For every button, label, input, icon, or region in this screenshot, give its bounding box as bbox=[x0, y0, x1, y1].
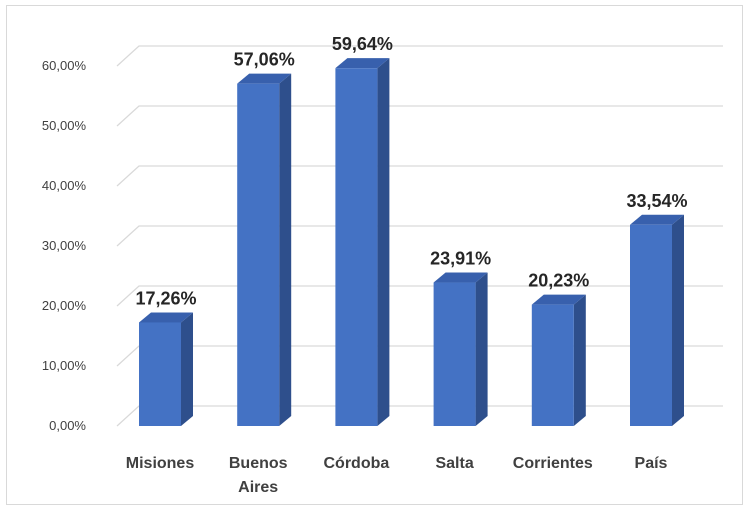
y-tick-label: 40,00% bbox=[42, 178, 87, 193]
bar-side bbox=[672, 214, 684, 426]
bar-side bbox=[181, 312, 193, 426]
bar-top bbox=[237, 73, 292, 84]
gridline bbox=[116, 225, 723, 247]
bars bbox=[139, 58, 684, 426]
data-label: 57,06% bbox=[234, 50, 295, 70]
bar-side bbox=[377, 58, 390, 426]
bar bbox=[433, 272, 488, 426]
y-tick-label: 50,00% bbox=[42, 118, 87, 133]
gridline bbox=[116, 45, 723, 67]
data-label: 33,54% bbox=[626, 191, 687, 211]
bar-top bbox=[531, 294, 586, 305]
bar-front bbox=[139, 322, 181, 426]
bar-side bbox=[573, 294, 586, 426]
y-tick-label: 60,00% bbox=[42, 58, 87, 73]
bar-front bbox=[630, 224, 672, 426]
bar-front bbox=[531, 304, 574, 426]
y-axis-tick-labels: 0,00% 10,00% 20,00% 30,00% 40,00% 50,00% 60,00… bbox=[42, 58, 87, 433]
bar-front bbox=[237, 83, 280, 426]
bar-chart: 0,00% 10,00% 20,00% 30,00% 40,00% 50,00% 60,00… bbox=[42, 34, 723, 496]
bar-top bbox=[630, 214, 684, 225]
bar bbox=[237, 73, 292, 426]
bar-front bbox=[433, 282, 476, 426]
data-label: 20,23% bbox=[528, 271, 589, 291]
category-label: Córdoba bbox=[324, 455, 390, 472]
bar bbox=[139, 312, 193, 426]
bar bbox=[531, 294, 586, 426]
category-label: País bbox=[635, 455, 668, 472]
data-label: 23,91% bbox=[430, 249, 491, 269]
category-label: Salta bbox=[435, 455, 473, 472]
y-tick-label: 30,00% bbox=[42, 238, 87, 253]
category-label: Corrientes bbox=[513, 455, 593, 472]
bar-front bbox=[335, 68, 378, 426]
category-label: Buenos Aires bbox=[229, 455, 288, 496]
bar-top bbox=[433, 272, 488, 283]
y-tick-label: 20,00% bbox=[42, 298, 87, 313]
category-label: Misiones bbox=[126, 455, 195, 472]
bar-side bbox=[475, 272, 488, 426]
y-tick-label: 0,00% bbox=[49, 418, 86, 433]
chart-frame: 0,00% 10,00% 20,00% 30,00% 40,00% 50,00% 60,00… bbox=[6, 5, 743, 505]
y-tick-label: 10,00% bbox=[42, 358, 87, 373]
data-labels: 17,26% 57,06% 59,64% 23,91% 20,23% 33,54% bbox=[135, 34, 687, 308]
bar bbox=[335, 58, 390, 426]
data-label: 59,64% bbox=[332, 34, 393, 54]
gridline bbox=[116, 105, 723, 127]
gridline bbox=[116, 285, 723, 307]
bar-top bbox=[335, 58, 390, 69]
bar-top bbox=[139, 312, 193, 323]
gridlines bbox=[116, 45, 723, 427]
data-label: 17,26% bbox=[135, 288, 196, 308]
category-labels: Misiones Buenos Aires Córdoba Salta Corriente… bbox=[126, 455, 668, 496]
gridline bbox=[116, 165, 723, 187]
bar-side bbox=[279, 73, 292, 426]
bar bbox=[630, 214, 684, 426]
